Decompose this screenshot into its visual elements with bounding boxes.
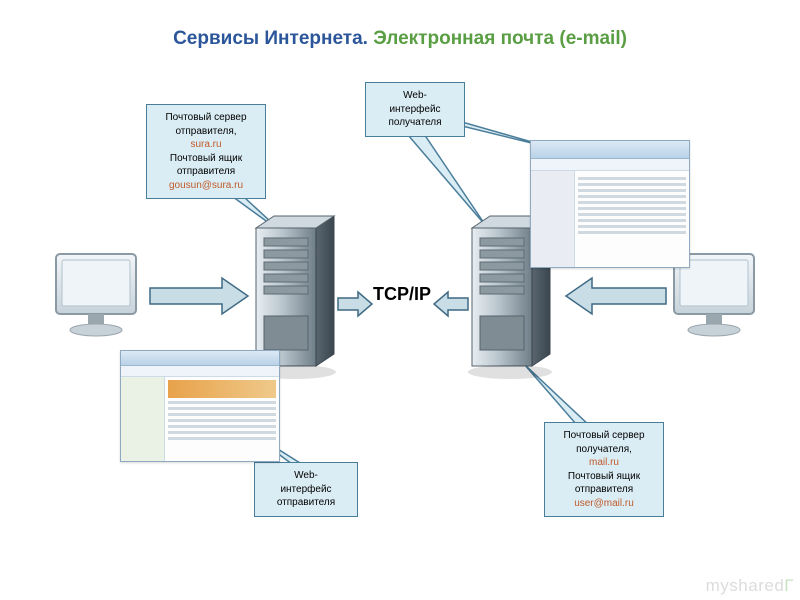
browser-thumb-sender bbox=[120, 350, 280, 462]
thumb-addressbar bbox=[121, 366, 279, 377]
domain: mail.ru bbox=[553, 456, 655, 470]
line: Web- bbox=[374, 89, 456, 103]
line: отправителя bbox=[155, 165, 257, 179]
domain: sura.ru bbox=[155, 138, 257, 152]
line: отправителя bbox=[263, 496, 349, 510]
watermark: mysharedГ bbox=[706, 576, 794, 596]
thumb-body bbox=[121, 377, 279, 461]
thumb-main bbox=[575, 171, 689, 267]
line: интерфейс bbox=[263, 483, 349, 497]
watermark-brand: Г bbox=[784, 576, 794, 595]
title-part1: Сервисы Интернета. bbox=[173, 28, 373, 49]
callout-sender-web: Web- интерфейс отправителя bbox=[254, 462, 358, 517]
line: Почтовый сервер bbox=[553, 429, 655, 443]
arrow-sl-tcp bbox=[338, 292, 372, 316]
browser-thumb-recipient bbox=[530, 140, 690, 268]
line: Почтовый ящик bbox=[155, 152, 257, 166]
line: Почтовый ящик bbox=[553, 470, 655, 484]
email: gousun@sura.ru bbox=[155, 179, 257, 193]
line: Почтовый сервер bbox=[155, 111, 257, 125]
thumb-sidebar bbox=[121, 377, 165, 461]
watermark-text: myshared bbox=[706, 576, 785, 595]
tail-recipient-server bbox=[524, 364, 592, 428]
monitor-left bbox=[56, 254, 136, 336]
line: получателя, bbox=[553, 443, 655, 457]
thumb-titlebar bbox=[121, 351, 279, 366]
email: user@mail.ru bbox=[553, 497, 655, 511]
page-title: Сервисы Интернета. Электронная почта (e-… bbox=[0, 28, 800, 50]
line: Web- bbox=[263, 469, 349, 483]
line: отправителя bbox=[553, 483, 655, 497]
arrow-mr-sr bbox=[566, 278, 666, 314]
callout-recipient-server: Почтовый сервер получателя, mail.ru Почт… bbox=[544, 422, 664, 517]
arrow-ml-sl bbox=[150, 278, 248, 314]
thumb-main bbox=[165, 377, 279, 461]
thumb-sidebar bbox=[531, 171, 575, 267]
protocol-label: TCP/IP bbox=[373, 284, 431, 305]
thumb-banner bbox=[168, 380, 276, 398]
title-part2: Электронная почта (e-mail) bbox=[373, 28, 627, 49]
line: отправителя, bbox=[155, 125, 257, 139]
callout-recipient-web: Web- интерфейс получателя bbox=[365, 82, 465, 137]
thumb-body bbox=[531, 171, 689, 267]
callout-sender-server: Почтовый сервер отправителя, sura.ru Поч… bbox=[146, 104, 266, 199]
tail-recipient-web-a bbox=[402, 128, 486, 226]
thumb-titlebar bbox=[531, 141, 689, 159]
arrow-sr-tcp bbox=[434, 292, 468, 316]
line: интерфейс bbox=[374, 103, 456, 117]
thumb-addressbar bbox=[531, 159, 689, 172]
line: получателя bbox=[374, 116, 456, 130]
